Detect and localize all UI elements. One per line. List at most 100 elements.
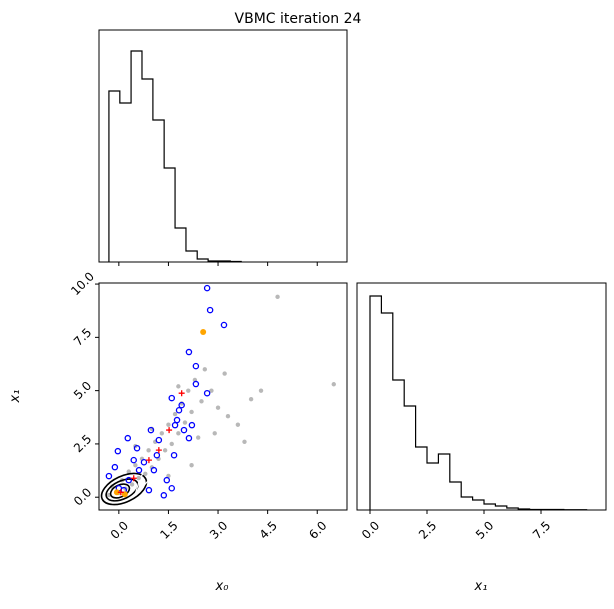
- training-point: [115, 449, 120, 454]
- sample-point: [160, 431, 164, 435]
- histogram-bar: [186, 251, 197, 262]
- histogram-bar: [109, 91, 120, 262]
- training-point: [136, 468, 141, 473]
- sample-point: [275, 295, 279, 299]
- sample-point: [199, 399, 203, 403]
- x-tick-label: 4.5: [257, 518, 280, 541]
- sample-point: [213, 431, 217, 435]
- y-tick-label: 5.0: [71, 379, 94, 402]
- sample-point: [236, 423, 240, 427]
- histogram-bar: [438, 454, 449, 510]
- training-point: [112, 465, 117, 470]
- sample-point: [332, 382, 336, 386]
- training-point: [189, 423, 194, 428]
- x-tick-label: 7.5: [530, 518, 553, 541]
- training-point: [208, 307, 213, 312]
- component-mean: [166, 427, 172, 433]
- training-point: [169, 486, 174, 491]
- x-axis-label: x₀: [215, 579, 230, 594]
- training-point: [176, 408, 181, 413]
- sample-point: [107, 493, 111, 497]
- histogram-bar: [416, 447, 427, 510]
- histogram-bar: [427, 463, 438, 510]
- y-tick-label: 10.0: [68, 269, 97, 298]
- sample-point: [176, 431, 180, 435]
- histogram-bar: [381, 313, 392, 510]
- y-tick-label: 0.0: [71, 485, 94, 508]
- training-point: [141, 460, 146, 465]
- training-point: [156, 437, 161, 442]
- sample-point: [242, 440, 246, 444]
- sample-point: [143, 472, 147, 476]
- training-point: [205, 391, 210, 396]
- training-point: [193, 364, 198, 369]
- sample-point: [186, 388, 190, 392]
- x-tick-label: 0.0: [108, 518, 131, 541]
- sample-point: [259, 388, 263, 392]
- sample-point: [222, 371, 226, 375]
- training-point: [186, 349, 191, 354]
- training-point: [125, 436, 130, 441]
- histogram-bar: [164, 168, 175, 262]
- x-tick-label: 2.5: [416, 518, 439, 541]
- training-point: [164, 478, 169, 483]
- histogram-bar: [404, 406, 415, 510]
- sample-point: [203, 367, 207, 371]
- training-point: [161, 493, 166, 498]
- training-point: [169, 395, 174, 400]
- sample-point: [196, 435, 200, 439]
- sample-point: [189, 463, 193, 467]
- training-point: [181, 427, 186, 432]
- training-point: [221, 322, 226, 327]
- training-point: [131, 458, 136, 463]
- component-mean: [179, 390, 185, 396]
- histogram-bar: [175, 228, 186, 262]
- histogram-bar: [370, 296, 381, 510]
- x-tick-label: 5.0: [473, 518, 496, 541]
- highlight-point: [200, 329, 206, 335]
- sample-point: [183, 420, 187, 424]
- histogram-bar: [142, 79, 153, 262]
- x-axis-label: x₁: [474, 579, 488, 594]
- sample-point: [173, 412, 177, 416]
- sample-point: [189, 410, 193, 414]
- histogram-bar: [473, 500, 484, 510]
- histogram-bar: [393, 380, 404, 510]
- histogram-bar: [450, 482, 461, 510]
- training-point: [193, 381, 198, 386]
- histogram-bar: [461, 497, 472, 510]
- y-tick-label: 7.5: [71, 325, 94, 348]
- figure-title: VBMC iteration 24: [235, 11, 362, 27]
- sample-point: [127, 469, 131, 473]
- sample-point: [163, 448, 167, 452]
- training-point: [186, 436, 191, 441]
- y-axis-label: x₁: [8, 390, 23, 404]
- x-tick-label: 3.0: [207, 518, 230, 541]
- training-point: [205, 286, 210, 291]
- density-contours: [97, 420, 180, 511]
- sample-point: [226, 414, 230, 418]
- sample-point: [249, 397, 253, 401]
- axes-frame: [99, 283, 347, 510]
- sample-point: [136, 476, 140, 480]
- training-point: [171, 453, 176, 458]
- sample-point: [176, 384, 180, 388]
- histogram-bar: [153, 120, 164, 262]
- histogram-bar: [131, 51, 142, 262]
- sample-point: [120, 478, 124, 482]
- histogram-bar: [120, 103, 131, 262]
- x-tick-label: 0.0: [359, 518, 382, 541]
- x-tick-label: 1.5: [157, 518, 180, 541]
- sample-point: [216, 405, 220, 409]
- x-tick-label: 6.0: [306, 518, 329, 541]
- training-point: [146, 488, 151, 493]
- histogram-bar: [484, 504, 495, 510]
- training-point: [106, 474, 111, 479]
- sample-point: [166, 423, 170, 427]
- sample-point: [146, 448, 150, 452]
- sample-point: [133, 463, 137, 467]
- y-tick-label: 2.5: [71, 432, 94, 455]
- sample-point: [170, 442, 174, 446]
- sample-point: [110, 484, 114, 488]
